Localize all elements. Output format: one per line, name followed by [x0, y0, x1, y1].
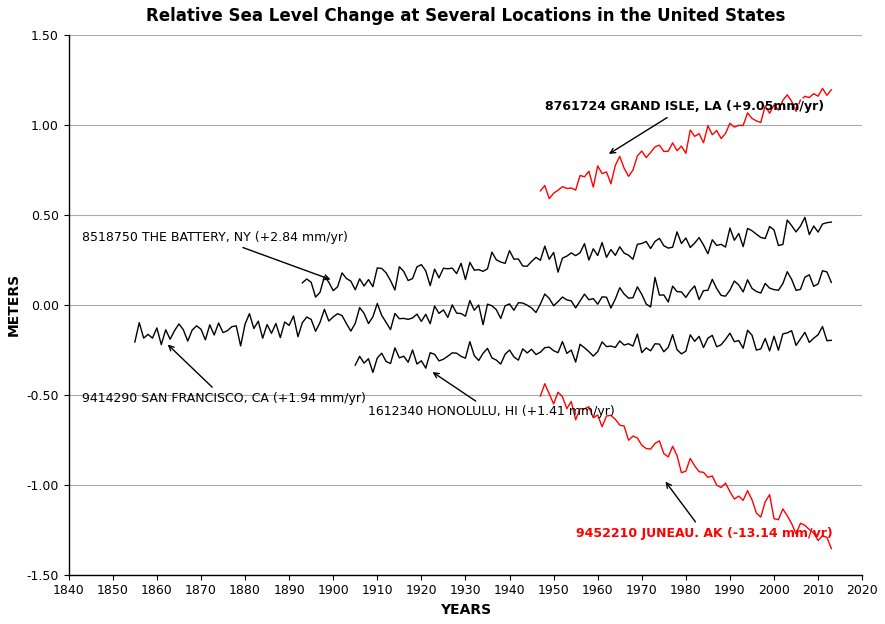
- Text: 1612340 HONOLULU, HI (+1.41 mm/yr): 1612340 HONOLULU, HI (+1.41 mm/yr): [368, 373, 615, 419]
- Text: 9414290 SAN FRANCISCO, CA (+1.94 mm/yr): 9414290 SAN FRANCISCO, CA (+1.94 mm/yr): [82, 346, 366, 405]
- X-axis label: YEARS: YEARS: [440, 603, 491, 617]
- Y-axis label: METERS: METERS: [7, 273, 21, 336]
- Text: 8518750 THE BATTERY, NY (+2.84 mm/yr): 8518750 THE BATTERY, NY (+2.84 mm/yr): [82, 231, 348, 280]
- Title: Relative Sea Level Change at Several Locations in the United States: Relative Sea Level Change at Several Loc…: [146, 7, 785, 25]
- Text: 9452210 JUNEAU. AK (-13.14 mm/vr): 9452210 JUNEAU. AK (-13.14 mm/vr): [575, 483, 833, 540]
- Text: 8761724 GRAND ISLE, LA (+9.05mm/yr): 8761724 GRAND ISLE, LA (+9.05mm/yr): [545, 100, 824, 153]
